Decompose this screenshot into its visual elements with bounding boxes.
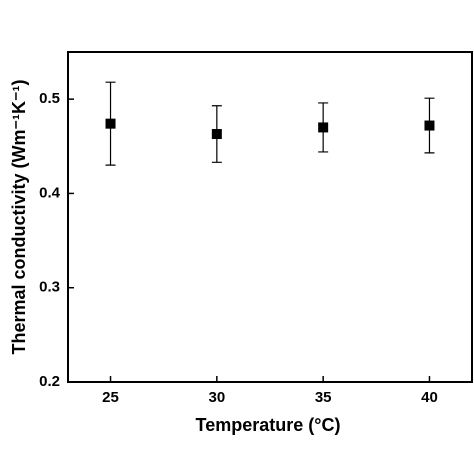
point [424, 120, 435, 131]
y-tick-label: 0.2 [39, 373, 60, 390]
x-tick-label: 40 [421, 389, 438, 406]
y-axis-label: Thermal conductivity (Wm⁻¹K⁻¹) [9, 79, 29, 354]
y-tick-label: 0.4 [39, 184, 61, 201]
x-tick-label: 30 [208, 389, 225, 406]
plot-frame [67, 51, 473, 383]
x-axis-label: Temperature (°C) [196, 415, 341, 435]
y-tick-label: 0.5 [39, 90, 60, 107]
point [211, 129, 222, 140]
x-tick-label: 25 [102, 389, 119, 406]
y-tick-label: 0.3 [39, 279, 60, 296]
x-tick-label: 35 [315, 389, 332, 406]
point [318, 122, 329, 133]
point [105, 118, 116, 129]
